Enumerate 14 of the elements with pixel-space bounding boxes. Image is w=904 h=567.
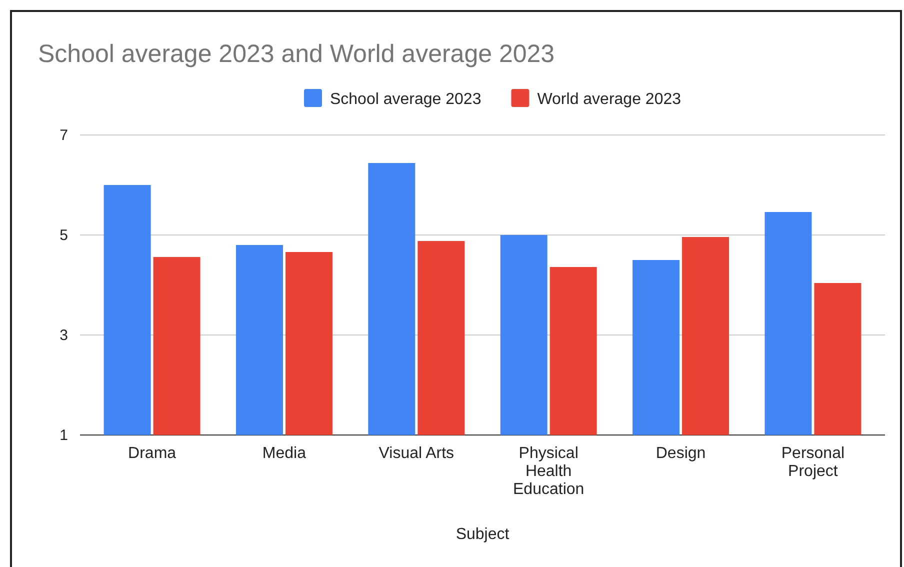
x-tick-label: Personal Project: [781, 445, 845, 480]
legend-label: School average 2023: [330, 91, 482, 108]
x-tick-label: Physical Health Education: [513, 445, 584, 498]
y-tick-label: 3: [60, 326, 68, 344]
x-tick-label: Design: [656, 445, 706, 462]
y-tick-label: 5: [60, 226, 68, 244]
x-tick-label: Visual Arts: [378, 445, 454, 462]
y-tick-label: 7: [60, 126, 68, 144]
chart-title: School average 2023 and World average 2023: [38, 40, 555, 68]
x-axis-title: Subject: [456, 526, 510, 543]
x-tick-label: Media: [262, 445, 306, 462]
y-tick-label: 1: [60, 426, 68, 444]
legend-label: World average 2023: [537, 91, 682, 108]
x-tick-label: Drama: [128, 445, 176, 462]
